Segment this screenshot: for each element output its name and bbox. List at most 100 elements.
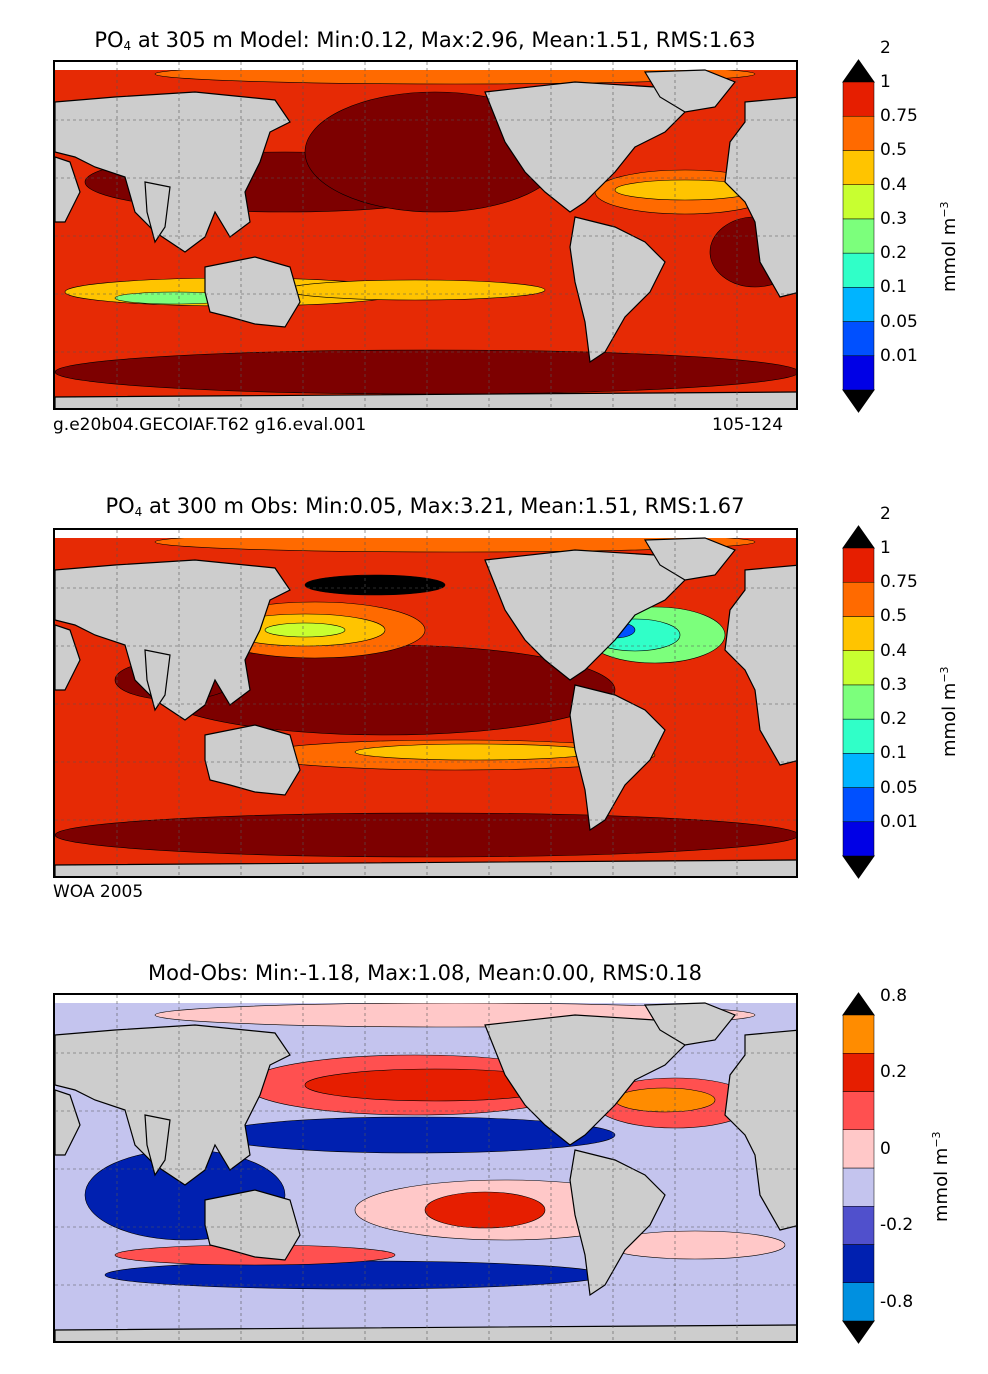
colorbar-segment-4 — [842, 718, 875, 754]
colorbar-tick-label: 0.1 — [880, 743, 908, 764]
panel3-colorbar — [842, 992, 875, 1344]
land-greenland — [643, 69, 736, 113]
field-contour-5 — [614, 1087, 716, 1113]
panel2-source-label: WOA 2005 — [53, 882, 144, 902]
colorbar-segment-5 — [842, 1129, 875, 1169]
colorbar-segment-9 — [842, 81, 875, 117]
colorbar-segment-1 — [842, 355, 875, 391]
panel2-obs-map — [53, 528, 798, 878]
panel3-colorbar-unit: mmol m−3 — [930, 1131, 952, 1222]
map-canvas — [55, 62, 796, 408]
panel2-colorbar-unit: mmol m−3 — [938, 666, 960, 757]
colorbar-extend-max — [842, 59, 875, 83]
colorbar-segment-1 — [842, 821, 875, 857]
land-indian-sub — [144, 1114, 171, 1177]
colorbar-tick-label: 2 — [880, 37, 891, 58]
land-australia — [204, 256, 301, 328]
colorbar-segment-5 — [842, 218, 875, 254]
colorbar-segment-6 — [842, 650, 875, 686]
arctic-missing-data — [55, 995, 796, 1003]
colorbar-segment-3 — [842, 753, 875, 788]
colorbar-segment-4 — [842, 1167, 875, 1207]
colorbar-tick-label: 1 — [880, 538, 891, 558]
land-indian-sub — [144, 181, 171, 244]
panel1-model-map — [53, 60, 798, 410]
map-canvas — [55, 530, 796, 876]
colorbar-tick-label: 0.5 — [880, 606, 908, 627]
land-africa-west — [55, 156, 81, 223]
panel3-diff-map — [53, 993, 798, 1343]
panel1-colorbar-unit: mmol m−3 — [938, 201, 960, 292]
land-africa-west — [55, 1089, 81, 1156]
field-contour-7 — [424, 1191, 546, 1229]
land-europe-africa-east — [724, 1029, 796, 1231]
panel2-colorbar — [842, 525, 875, 879]
land-indian-sub — [144, 649, 171, 712]
colorbar-tick-label: 0.01 — [880, 811, 918, 832]
land-africa-west — [55, 624, 81, 691]
colorbar-tick-label: 0.1 — [880, 277, 908, 298]
colorbar-segment-3 — [842, 287, 875, 322]
colorbar-segment-3 — [842, 1206, 875, 1245]
land-australia — [204, 724, 301, 796]
colorbar-tick-label: 0.01 — [880, 345, 918, 366]
land-asia-europe — [55, 91, 291, 253]
colorbar-tick-label: 0.75 — [880, 106, 918, 127]
land-asia-europe — [55, 559, 291, 721]
land-europe-africa-east — [724, 564, 796, 766]
panel1-source-label: g.e20b04.GECOIAF.T62 g16.eval.001 — [53, 415, 367, 435]
colorbar-segment-8 — [842, 115, 875, 151]
colorbar-tick-label: 0.4 — [880, 174, 908, 195]
colorbar-tick-label: 0.5 — [880, 140, 908, 161]
panel3-title: Mod-Obs: Min:-1.18, Max:1.08, Mean:0.00,… — [148, 961, 702, 985]
colorbar-segment-8 — [842, 1014, 875, 1054]
land-south-america — [569, 1149, 666, 1297]
colorbar-tick-label: 0.2 — [880, 243, 908, 264]
land-greenland — [643, 1002, 736, 1046]
colorbar-extend-max — [842, 992, 875, 1016]
colorbar-tick-label: 0.3 — [880, 674, 908, 695]
colorbar-tick-label: 2 — [880, 503, 891, 524]
land-south-america — [569, 684, 666, 832]
field-contour-6 — [354, 743, 596, 761]
colorbar-segment-1 — [842, 1282, 875, 1322]
panel1-years-label: 105-124 — [712, 415, 784, 435]
colorbar-segment-7 — [842, 616, 875, 651]
panel2-title: PO4 at 300 m Obs: Min:0.05, Max:3.21, Me… — [105, 494, 745, 519]
colorbar-segment-7 — [842, 150, 875, 185]
colorbar-tick-label: 0.2 — [880, 709, 908, 730]
colorbar-extend-min — [842, 855, 875, 879]
colorbar-tick-label: 0.75 — [880, 572, 918, 593]
colorbar-tick-label: 0.05 — [880, 311, 918, 332]
colorbar-extend-min — [842, 1320, 875, 1344]
colorbar-segment-2 — [842, 787, 875, 823]
land-australia — [204, 1189, 301, 1261]
colorbar-tick-label: 0.05 — [880, 777, 918, 798]
colorbar-tick-label: 0.8 — [880, 985, 908, 1006]
field-contour-3 — [284, 279, 546, 301]
land-south-america — [569, 216, 666, 364]
arctic-missing-data — [55, 62, 796, 70]
land-europe-africa-east — [724, 96, 796, 298]
colorbar-extend-min — [842, 389, 875, 413]
colorbar-segment-2 — [842, 1244, 875, 1283]
land-asia-europe — [55, 1024, 291, 1186]
land-antarctica — [55, 1324, 796, 1341]
colorbar-tick-label: 0.2 — [880, 1062, 908, 1083]
colorbar-segment-7 — [842, 1053, 875, 1092]
colorbar-tick-label: 0 — [880, 1138, 891, 1159]
colorbar-segment-6 — [842, 1091, 875, 1130]
colorbar-tick-label: -0.2 — [880, 1215, 914, 1236]
colorbar-segment-2 — [842, 321, 875, 357]
colorbar-extend-max — [842, 525, 875, 549]
arctic-missing-data — [55, 530, 796, 538]
field-contour-10 — [304, 574, 446, 596]
colorbar-segment-4 — [842, 252, 875, 288]
colorbar-segment-9 — [842, 547, 875, 583]
field-contour-4 — [264, 622, 346, 638]
colorbar-tick-label: 1 — [880, 72, 891, 92]
colorbar-segment-5 — [842, 684, 875, 720]
panel1-title: PO4 at 305 m Model: Min:0.12, Max:2.96, … — [94, 28, 756, 53]
colorbar-segment-8 — [842, 581, 875, 617]
land-greenland — [643, 537, 736, 581]
